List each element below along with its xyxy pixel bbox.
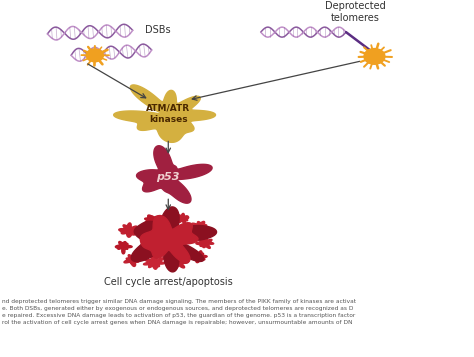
- Polygon shape: [140, 216, 198, 263]
- Polygon shape: [168, 255, 188, 268]
- Polygon shape: [176, 213, 189, 223]
- Text: Deprotected
telomeres: Deprotected telomeres: [325, 1, 386, 23]
- Text: ATM/ATR
kinases: ATM/ATR kinases: [146, 103, 191, 124]
- Polygon shape: [131, 207, 217, 272]
- Polygon shape: [124, 254, 140, 266]
- Polygon shape: [191, 251, 207, 263]
- Polygon shape: [144, 255, 164, 269]
- Circle shape: [86, 49, 103, 62]
- Text: Cell cycle arrest/apoptosis: Cell cycle arrest/apoptosis: [104, 277, 233, 287]
- Polygon shape: [115, 241, 132, 254]
- Polygon shape: [137, 146, 212, 203]
- Text: nd deprotected telomeres trigger similar DNA damage signaling. The members of th: nd deprotected telomeres trigger similar…: [2, 299, 356, 325]
- Polygon shape: [119, 223, 140, 237]
- Polygon shape: [145, 215, 159, 224]
- Polygon shape: [191, 221, 208, 232]
- Circle shape: [364, 49, 385, 64]
- Polygon shape: [196, 238, 214, 248]
- Text: DSBs: DSBs: [145, 25, 170, 35]
- Text: p53: p53: [156, 172, 180, 182]
- Polygon shape: [114, 85, 216, 142]
